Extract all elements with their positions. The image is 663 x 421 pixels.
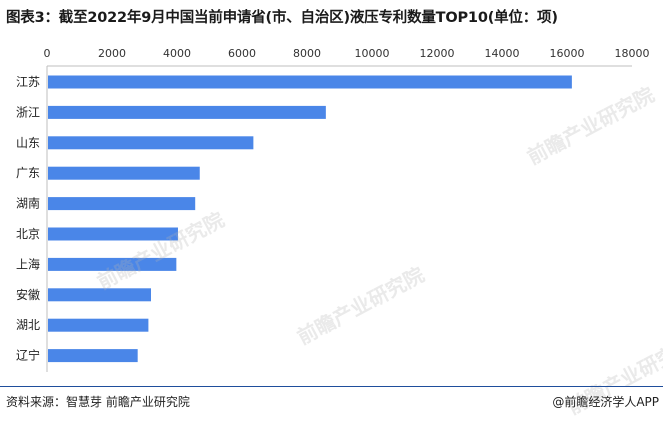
x-tick-label: 4000 <box>163 47 191 60</box>
bar-北京 <box>48 227 178 241</box>
category-label: 辽宁 <box>16 348 40 363</box>
bar-湖南 <box>48 197 196 211</box>
bar-广东 <box>48 166 200 180</box>
bar-辽宁 <box>48 349 138 363</box>
x-tick-label: 14000 <box>485 47 520 60</box>
bar-上海 <box>48 257 177 271</box>
category-label: 湖南 <box>16 196 40 211</box>
category-label: 广东 <box>16 166 40 180</box>
category-label: 浙江 <box>16 105 40 119</box>
footer-divider <box>0 386 663 387</box>
x-tick-label: 2000 <box>98 47 126 60</box>
source-note: 资料来源：智慧芽 前瞻产业研究院 <box>6 395 190 409</box>
category-label: 安徽 <box>16 287 40 302</box>
bar-浙江 <box>48 105 326 119</box>
bar-安徽 <box>48 288 151 302</box>
x-tick-label: 12000 <box>420 47 455 60</box>
bar-湖北 <box>48 318 149 332</box>
category-label: 上海 <box>16 256 40 271</box>
category-label: 北京 <box>16 227 40 241</box>
x-tick-label: 0 <box>44 47 51 60</box>
x-tick-label: 18000 <box>615 47 650 60</box>
brand-credit: @前瞻经济学人APP <box>552 395 659 409</box>
bar-山东 <box>48 136 254 150</box>
x-tick-label: 6000 <box>228 47 256 60</box>
chart-title: 图表3：截至2022年9月中国当前申请省(市、自治区)液压专利数量TOP10(单… <box>6 10 558 26</box>
x-tick-label: 10000 <box>355 47 390 60</box>
category-label: 山东 <box>16 136 40 150</box>
category-label: 湖北 <box>16 317 40 332</box>
bar-江苏 <box>48 75 572 89</box>
category-label: 江苏 <box>16 75 40 89</box>
x-tick-label: 8000 <box>293 47 321 60</box>
x-tick-label: 16000 <box>550 47 585 60</box>
